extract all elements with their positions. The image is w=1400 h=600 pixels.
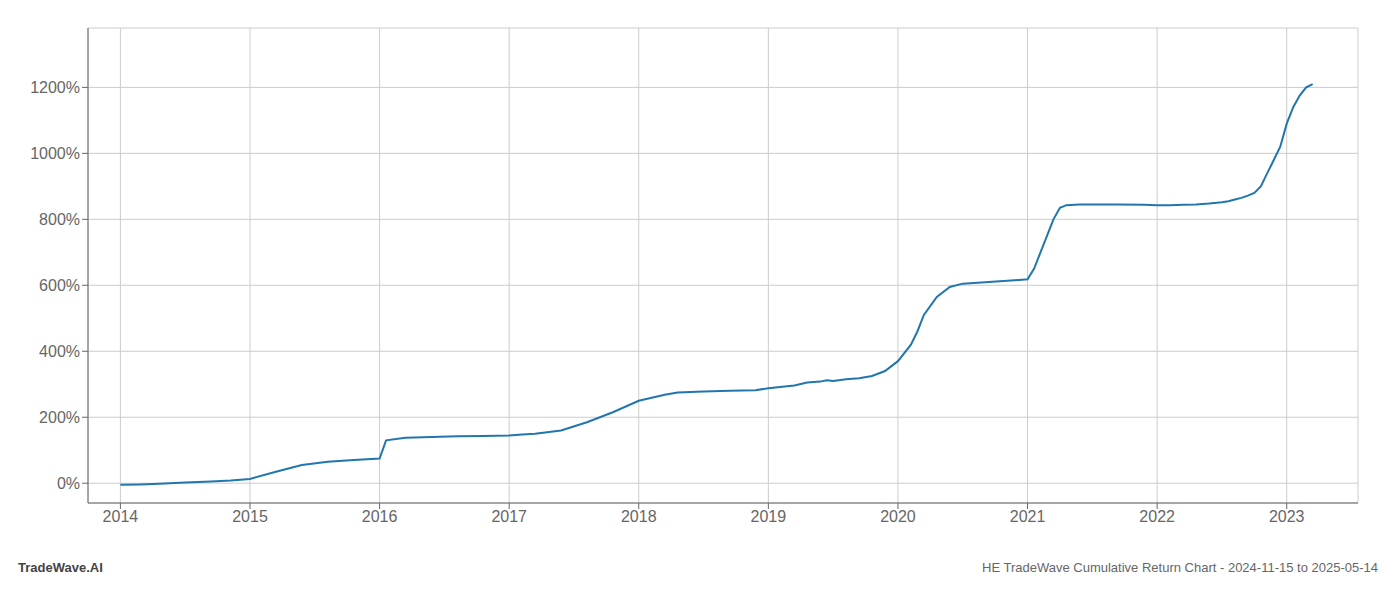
html-text:TradeWave.AI: TradeWave.AI <box>18 559 103 575</box>
svg-text:2014: 2014 <box>103 508 139 525</box>
svg-text:1000%: 1000% <box>30 145 80 162</box>
svg-text:600%: 600% <box>39 277 80 294</box>
svg-text:0%: 0% <box>57 475 80 492</box>
svg-text:200%: 200% <box>39 409 80 426</box>
svg-text:400%: 400% <box>39 343 80 360</box>
svg-text:800%: 800% <box>39 211 80 228</box>
svg-text:1200%: 1200% <box>30 79 80 96</box>
svg-text:2020: 2020 <box>880 508 916 525</box>
html-text:HE TradeWave Cumulative Return: HE TradeWave Cumulative Return Chart - 2… <box>982 559 1378 575</box>
svg-text:2022: 2022 <box>1139 508 1175 525</box>
svg-text:2017: 2017 <box>491 508 527 525</box>
svg-text:2018: 2018 <box>621 508 657 525</box>
svg-text:2023: 2023 <box>1269 508 1305 525</box>
svg-text:2019: 2019 <box>751 508 787 525</box>
svg-text:2016: 2016 <box>362 508 398 525</box>
svg-text:2021: 2021 <box>1010 508 1046 525</box>
svg-text:2015: 2015 <box>232 508 268 525</box>
